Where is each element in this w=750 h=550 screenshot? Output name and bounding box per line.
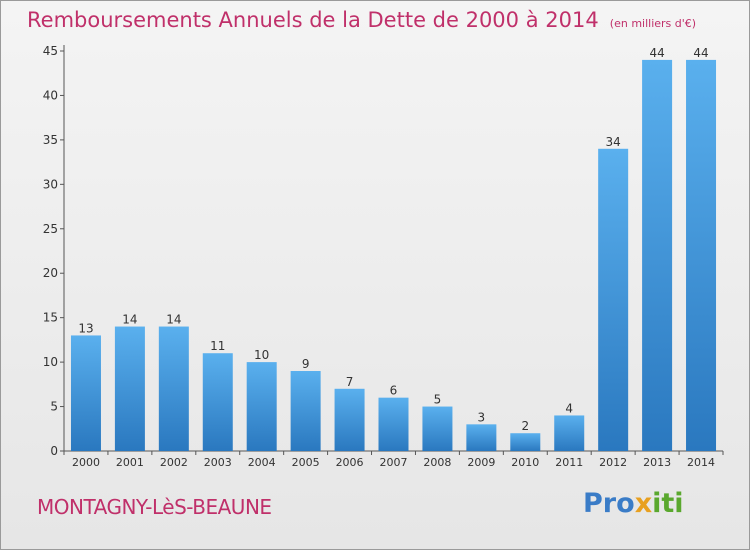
logo-letter: t <box>661 488 675 519</box>
y-axis: 0 5 10 15 20 25 30 35 40 45 <box>43 44 65 458</box>
y-tick-label: 20 <box>43 266 58 280</box>
x-tick-label: 2005 <box>292 456 320 469</box>
logo-letter: o <box>616 488 635 519</box>
logo-letter: x <box>634 488 653 519</box>
x-tick-label: 2001 <box>116 456 144 469</box>
y-tick-label: 40 <box>43 88 58 102</box>
logo-letter: P <box>583 488 603 519</box>
value-label-2011: 4 <box>565 401 573 415</box>
y-tick-label: 25 <box>43 222 58 236</box>
bar-2007 <box>378 397 409 451</box>
bar-2005 <box>290 371 321 451</box>
bar-2010 <box>510 433 541 451</box>
y-tick-label: 45 <box>43 44 58 58</box>
value-label-2006: 7 <box>346 375 354 389</box>
x-tick-label: 2004 <box>248 456 276 469</box>
chart-title: Remboursements Annuels de la Dette de 20… <box>27 8 696 32</box>
value-label-2013: 44 <box>649 46 664 60</box>
proxiti-logo: Proxiti <box>583 488 684 519</box>
y-tick-label: 35 <box>43 133 58 147</box>
y-tick-label: 10 <box>43 355 58 369</box>
bar-2012 <box>598 148 629 451</box>
chart-unit: (en milliers d'€) <box>609 17 697 30</box>
chart-title-text: Remboursements Annuels de la Dette de 20… <box>27 8 599 32</box>
x-tick-label: 2007 <box>380 456 408 469</box>
value-label-2004: 10 <box>254 348 269 362</box>
bar-2014 <box>686 59 717 452</box>
logo-letter: i <box>652 488 662 519</box>
y-tick-label: 0 <box>50 444 58 458</box>
bar-2008 <box>422 406 453 451</box>
bar-2002 <box>158 326 189 451</box>
bar-2009 <box>466 424 497 451</box>
value-label-2007: 6 <box>390 384 398 398</box>
x-tick-label: 2010 <box>511 456 539 469</box>
x-tick-label: 2008 <box>423 456 451 469</box>
value-label-2000: 13 <box>78 321 93 335</box>
x-tick-label: 2006 <box>336 456 364 469</box>
x-tick-label: 2012 <box>599 456 627 469</box>
bar-2011 <box>554 415 585 451</box>
bar-2001 <box>114 326 145 451</box>
bar-2000 <box>70 335 101 451</box>
value-label-2014: 44 <box>693 46 708 60</box>
value-label-2002: 14 <box>166 313 181 327</box>
bar-2006 <box>334 388 365 451</box>
x-tick-label: 2003 <box>204 456 232 469</box>
x-tick-label: 2000 <box>72 456 100 469</box>
bar-2013 <box>642 59 673 452</box>
y-tick-label: 15 <box>43 311 58 325</box>
x-tick-label: 2011 <box>555 456 583 469</box>
bars <box>70 59 717 452</box>
value-label-2008: 5 <box>434 393 442 407</box>
value-label-2005: 9 <box>302 357 310 371</box>
value-label-2010: 2 <box>521 419 529 433</box>
x-tick-label: 2014 <box>687 456 715 469</box>
logo-letter: r <box>602 488 617 519</box>
x-tick-label: 2009 <box>467 456 495 469</box>
y-tick-label: 30 <box>43 177 58 191</box>
value-label-2009: 3 <box>478 410 486 424</box>
x-tick-label: 2013 <box>643 456 671 469</box>
value-label-2003: 11 <box>210 339 225 353</box>
y-tick-label: 5 <box>50 400 58 414</box>
bar-2004 <box>246 362 277 451</box>
value-label-2012: 34 <box>606 135 621 149</box>
x-tick-label: 2002 <box>160 456 188 469</box>
value-label-2001: 14 <box>122 313 137 327</box>
bar-2003 <box>202 353 233 451</box>
logo-letter: i <box>674 488 684 519</box>
x-axis: 2000 2001 2002 2003 2004 2005 2006 2007 2008 2009… <box>63 450 724 469</box>
commune-name: MONTAGNY-LèS-BEAUNE <box>37 495 272 519</box>
